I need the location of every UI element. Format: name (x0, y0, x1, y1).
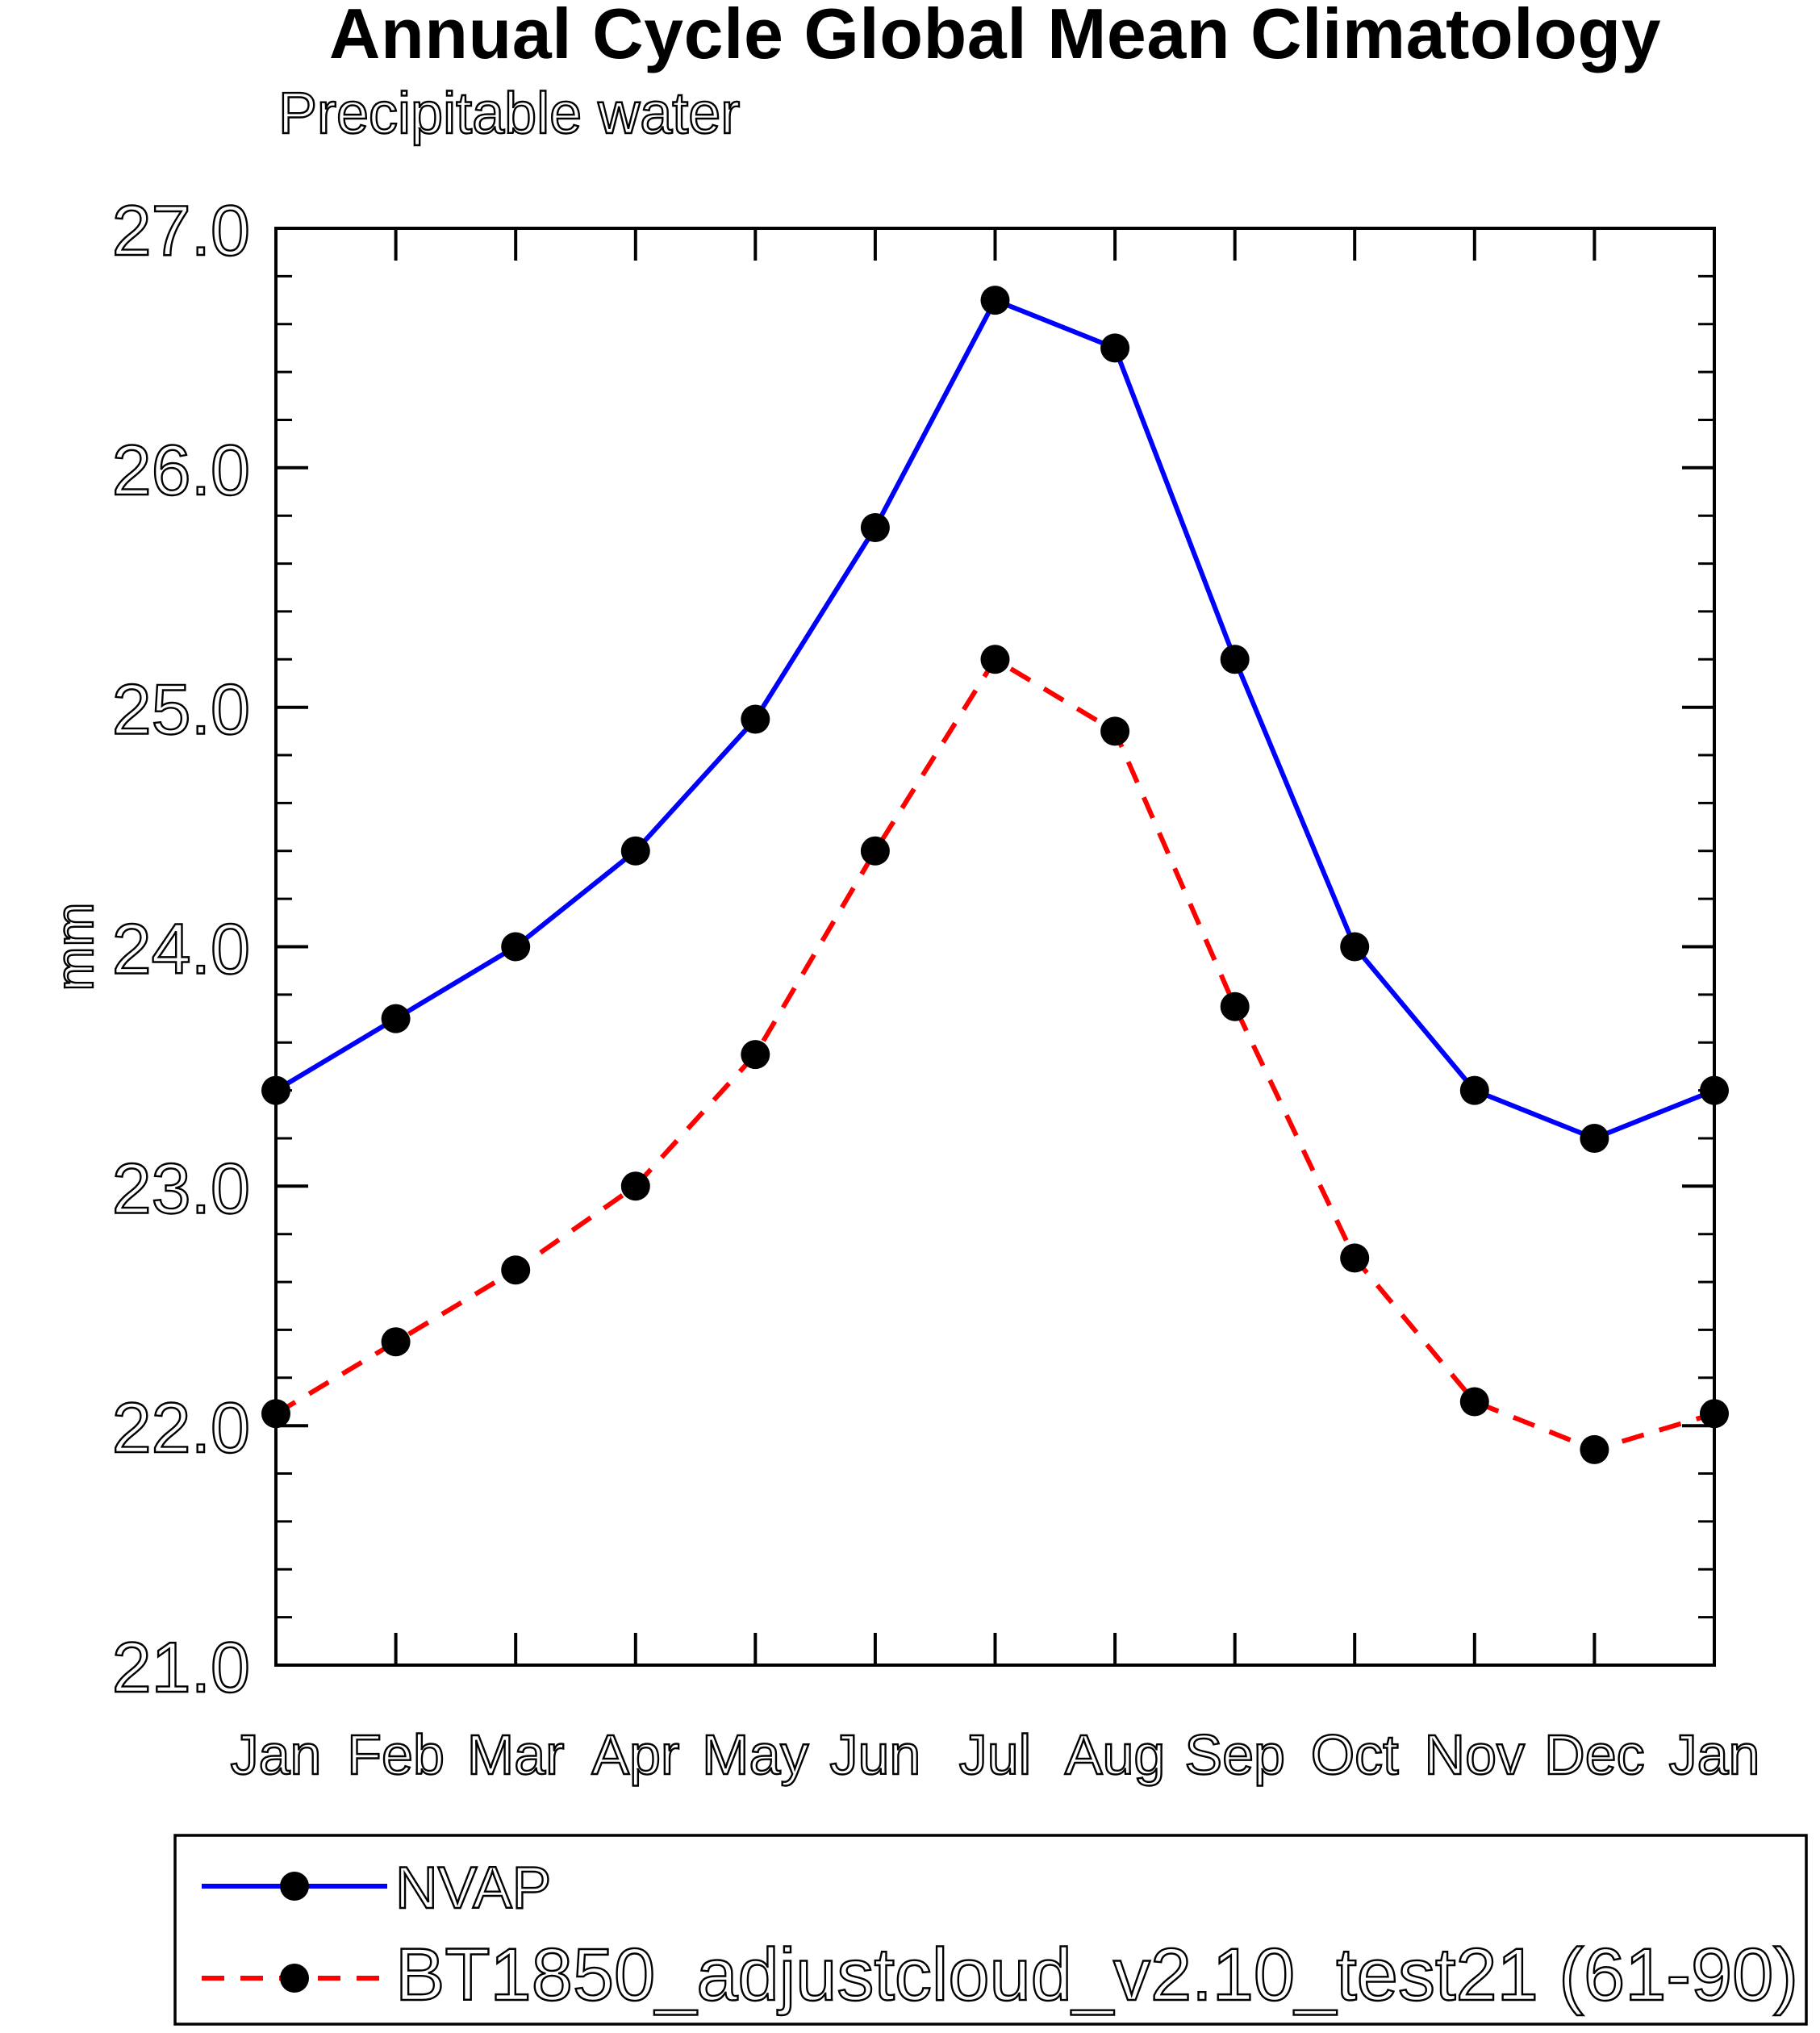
svg-text:26.0: 26.0 (112, 430, 250, 510)
svg-text:Jan: Jan (231, 1723, 322, 1786)
svg-text:25.0: 25.0 (112, 670, 250, 749)
svg-text:NVAP: NVAP (395, 1856, 551, 1921)
svg-text:23.0: 23.0 (112, 1148, 250, 1228)
svg-text:Feb: Feb (347, 1723, 445, 1786)
svg-text:24.0: 24.0 (112, 909, 250, 989)
svg-text:Mar: Mar (467, 1723, 565, 1786)
svg-text:Jan: Jan (1669, 1723, 1760, 1786)
svg-text:Jun: Jun (829, 1723, 920, 1786)
svg-text:27.0: 27.0 (112, 190, 250, 270)
svg-text:21.0: 21.0 (112, 1627, 250, 1707)
svg-text:Sep: Sep (1184, 1723, 1285, 1786)
svg-text:May: May (702, 1723, 808, 1786)
svg-text:mm: mm (44, 903, 104, 991)
svg-text:BT1850_adjustcloud_v2.10_test2: BT1850_adjustcloud_v2.10_test21 (61-90) (395, 1934, 1798, 2016)
svg-text:Precipitable water: Precipitable water (278, 81, 740, 146)
svg-text:Apr: Apr (591, 1723, 679, 1786)
svg-text:Nov: Nov (1425, 1723, 1525, 1786)
svg-text:Jul: Jul (959, 1723, 1031, 1786)
svg-text:Dec: Dec (1544, 1723, 1644, 1786)
svg-text:Aug: Aug (1065, 1723, 1166, 1786)
svg-text:Oct: Oct (1311, 1723, 1399, 1786)
svg-text:22.0: 22.0 (112, 1388, 250, 1467)
